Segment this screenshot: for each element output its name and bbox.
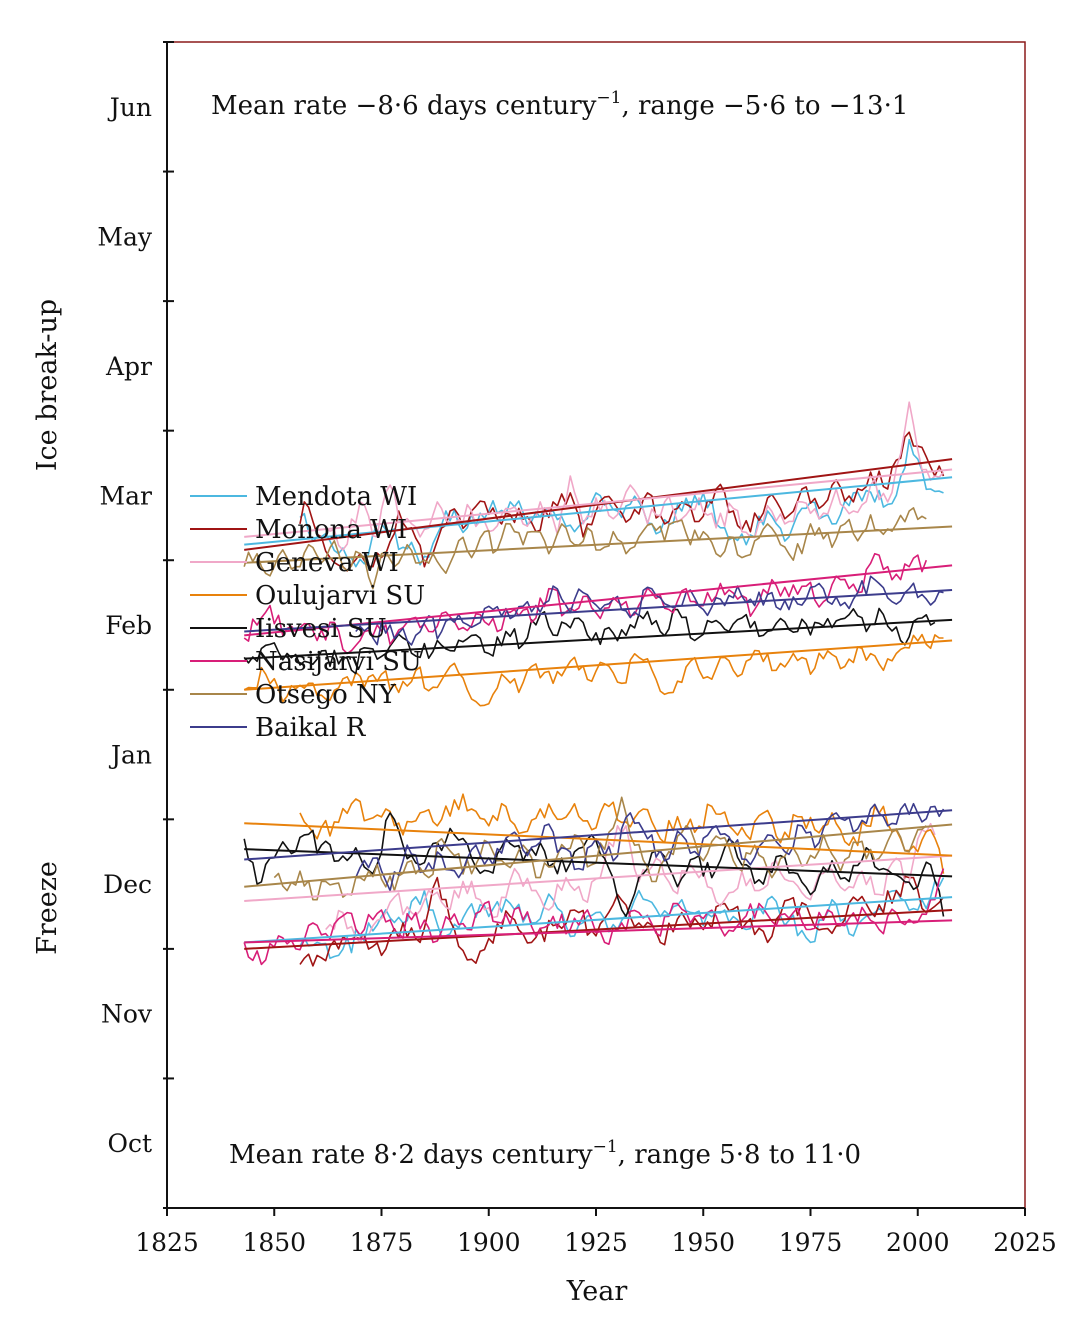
month-label-dec: Dec	[103, 870, 152, 899]
legend-label-nasijarvi-su: Nasijarvi SU	[255, 647, 422, 677]
x-tick-label-1850: 1850	[242, 1228, 306, 1257]
month-label-feb: Feb	[105, 611, 152, 640]
legend-label-baikal-r: Baikal R	[255, 713, 367, 743]
legend-label-iisvesi-su: Iisvesi SU	[255, 614, 387, 644]
month-label-apr: Apr	[105, 352, 152, 381]
month-label-jan: Jan	[108, 741, 152, 770]
trend-baikal-r-freeze	[244, 809, 953, 861]
series-baikal-r-breakup	[355, 575, 944, 646]
x-ticks: 1825 1850 1875 1900 1925 1950 1975 2000 2025	[135, 1208, 1057, 1257]
trend-nasijarvi-su-freeze	[244, 919, 953, 944]
x-tick-label-2000: 2000	[886, 1228, 950, 1257]
trend-otsego-ny-breakup	[244, 525, 953, 564]
month-label-jun: Jun	[107, 93, 152, 122]
trend-geneva-wi-freeze	[244, 854, 953, 902]
month-label-mar: Mar	[100, 481, 153, 510]
y-ticks	[163, 41, 174, 1209]
x-axis-title: Year	[566, 1276, 628, 1307]
trend-otsego-ny-freeze	[244, 823, 953, 888]
month-label-may: May	[97, 222, 153, 251]
trend-baikal-r-breakup	[244, 589, 953, 633]
annotation-bottom-prefix: Mean rate 8·2 days century	[229, 1140, 593, 1170]
annotation-top-suffix: , range −5·6 to −13·1	[621, 91, 908, 121]
legend-label-oulujarvi-su: Oulujarvi SU	[255, 581, 425, 611]
annotation-top-prefix: Mean rate −8·6 days century	[211, 91, 597, 121]
month-labels: Jun May Apr Mar Feb Jan Dec Nov Oct	[97, 93, 153, 1158]
x-tick-label-1950: 1950	[671, 1228, 735, 1257]
x-tick-label-1825: 1825	[135, 1228, 199, 1257]
annotation-bottom-sup: −1	[593, 1137, 618, 1157]
series-otsego-ny-freeze	[273, 796, 927, 901]
month-label-nov: Nov	[101, 1000, 153, 1029]
series-oulujarvi-su-freeze	[299, 793, 945, 874]
trend-oulujarvi-su-freeze	[244, 822, 953, 857]
group-label-freeze: Freeze	[32, 861, 63, 955]
trend-mendota-wi-freeze	[244, 896, 953, 944]
series-geneva-wi-breakup	[325, 401, 945, 551]
series-nasijarvi-su-breakup	[243, 552, 928, 655]
series-otsego-ny-breakup	[243, 507, 927, 590]
annotation-bottom-suffix: , range 5·8 to 11·0	[618, 1140, 861, 1170]
legend-label-otsego-ny: Otsego NY	[255, 680, 397, 710]
legend-label-mendota-wi: Mendota WI	[255, 482, 417, 512]
series-mendota-wi-breakup	[299, 438, 944, 568]
annotation-top-sup: −1	[596, 88, 621, 108]
series-iisvesi-su-breakup	[243, 607, 936, 675]
month-label-oct: Oct	[107, 1129, 152, 1158]
trend-monona-wi-freeze	[244, 909, 953, 950]
trend-mendota-wi-breakup	[244, 476, 953, 546]
x-tick-label-1975: 1975	[779, 1228, 843, 1257]
trend-monona-wi-breakup	[244, 458, 953, 551]
x-tick-label-1875: 1875	[350, 1228, 414, 1257]
trend-geneva-wi-breakup	[244, 468, 953, 538]
series-geneva-wi-freeze	[325, 822, 936, 944]
annotation-top: Mean rate −8·6 days century−1, range −5·…	[211, 88, 908, 121]
x-tick-label-2025: 2025	[993, 1228, 1057, 1257]
legend-label-geneva-wi: Geneva WI	[255, 548, 399, 578]
group-label-breakup: Ice break-up	[32, 299, 63, 471]
x-tick-label-1925: 1925	[564, 1228, 628, 1257]
annotation-bottom: Mean rate 8·2 days century−1, range 5·8 …	[229, 1137, 861, 1170]
series-baikal-r-freeze	[355, 802, 945, 892]
series-oulujarvi-su-breakup	[243, 633, 944, 707]
x-tick-label-1900: 1900	[457, 1228, 521, 1257]
legend-label-monona-wi: Monona WI	[255, 515, 407, 545]
trend-iisvesi-su-breakup	[244, 618, 953, 660]
trend-lines	[244, 458, 953, 950]
trend-iisvesi-su-freeze	[244, 848, 953, 878]
trend-oulujarvi-su-breakup	[244, 639, 953, 691]
